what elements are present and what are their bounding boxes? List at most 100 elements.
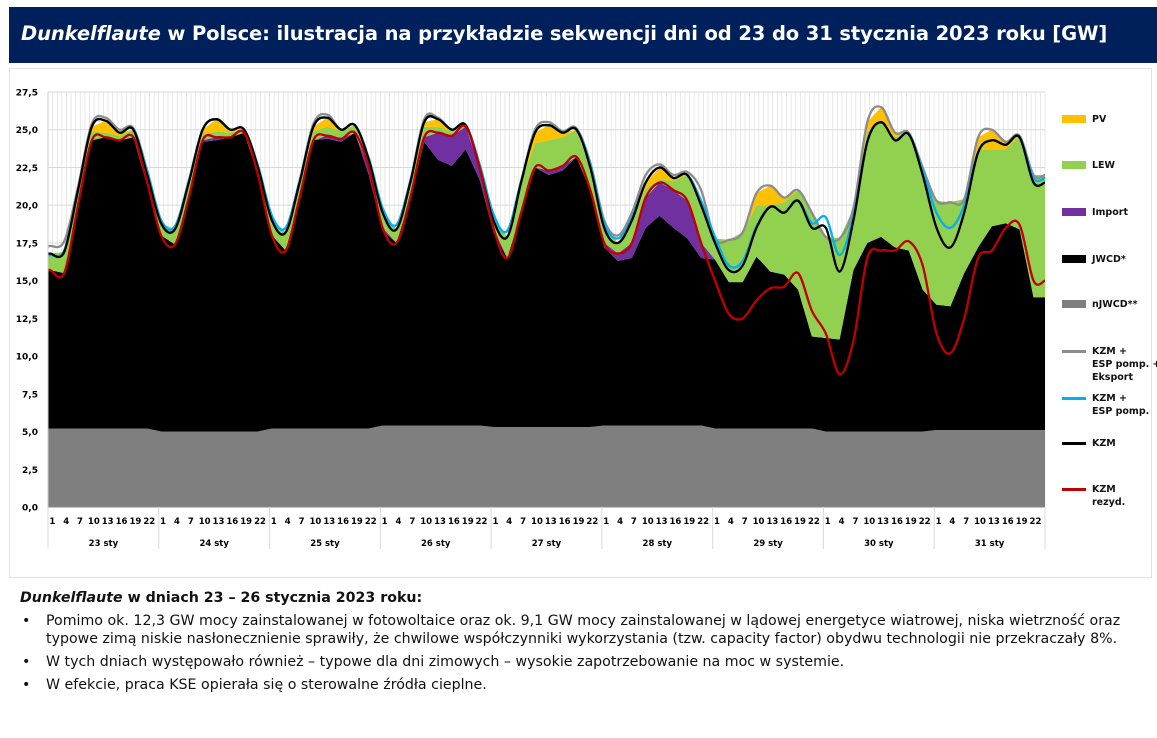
legend-label-line: ESP pomp.: [1092, 406, 1150, 417]
y-tick-label: 0,0: [22, 504, 38, 514]
x-hour-label: 13: [766, 517, 778, 527]
x-hour-label: 1: [603, 517, 609, 527]
x-hour-label: 19: [794, 517, 806, 527]
x-hour-label: 10: [642, 517, 654, 527]
area-lew: [48, 122, 1045, 340]
x-hour-label: 13: [877, 517, 889, 527]
x-hour-label: 22: [808, 517, 820, 527]
y-tick-label: 22,5: [16, 164, 38, 174]
title-italic: Dunkelflaute: [21, 22, 161, 45]
legend-label: KZM + ESP pomp. + Eksport: [1092, 345, 1157, 384]
x-hour-label: 4: [63, 517, 69, 527]
bullet-item: • W efekcie, praca KSE opierała się o ste…: [20, 676, 1140, 694]
legend-label-line: KZM +: [1092, 393, 1127, 404]
bullet-text: Pomimo ok. 12,3 GW mocy zainstalowanej w…: [46, 613, 1121, 647]
legend-swatch: [1062, 255, 1086, 263]
y-tick-label: 2,5: [22, 466, 38, 476]
y-tick-label: 12,5: [16, 315, 38, 325]
legend-label-line: PV: [1092, 114, 1107, 125]
bullet-item: • Pomimo ok. 12,3 GW mocy zainstalowanej …: [20, 612, 1140, 648]
x-hour-label: 13: [102, 517, 114, 527]
x-hour-label: 22: [919, 517, 931, 527]
x-day-label: 28 sty: [643, 539, 673, 549]
x-hour-label: 10: [531, 517, 543, 527]
x-hour-label: 7: [520, 517, 526, 527]
x-hour-label: 13: [213, 517, 225, 527]
x-day-label: 31 sty: [975, 539, 1005, 549]
x-hour-label: 7: [299, 517, 305, 527]
chart: 0,0 2,5 5,0 7,5 10,0 12,5 15,0 17,5 20,0 22,5 25,0…: [16, 89, 1046, 549]
x-hour-label: 4: [506, 517, 512, 527]
x-hour-label: 22: [697, 517, 709, 527]
x-hour-label: 16: [891, 517, 903, 527]
y-tick-label: 5,0: [22, 428, 38, 438]
x-hour-label: 16: [1002, 517, 1014, 527]
x-hour-label: 19: [240, 517, 252, 527]
x-hour-label: 7: [963, 517, 969, 527]
x-hour-label: 1: [825, 517, 831, 527]
legend-swatch: [1062, 442, 1086, 445]
x-hour-label: 16: [780, 517, 792, 527]
x-hour-label: 13: [656, 517, 668, 527]
x-hour-label: 1: [271, 517, 277, 527]
x-hour-label: 16: [337, 517, 349, 527]
x-hour-label: 1: [492, 517, 498, 527]
x-hour-label: 7: [77, 517, 83, 527]
x-hour-label: 13: [323, 517, 335, 527]
legend-label: KZM: [1092, 437, 1116, 450]
x-hour-label: 13: [545, 517, 557, 527]
x-hour-label: 10: [420, 517, 432, 527]
legend-swatch: [1062, 397, 1086, 400]
line-kzm-rezyd: [46, 124, 1046, 376]
x-hour-label: 4: [728, 517, 734, 527]
y-tick-label: 7,5: [22, 390, 38, 400]
bullet-dot: •: [22, 677, 31, 693]
x-day-label: 24 sty: [199, 539, 229, 549]
legend-swatch: [1062, 300, 1086, 308]
legend-label-line: JWCD*: [1092, 254, 1126, 265]
x-day-label: 29 sty: [753, 539, 783, 549]
legend-label: JWCD*: [1092, 253, 1126, 266]
x-hour-label: 19: [573, 517, 585, 527]
x-hour-label: 19: [905, 517, 917, 527]
x-hour-label: 7: [852, 517, 858, 527]
area-pv: [48, 107, 1045, 254]
x-hour-label: 4: [396, 517, 402, 527]
x-hour-label: 19: [462, 517, 474, 527]
x-hour-label: 13: [434, 517, 446, 527]
x-hour-label: 1: [714, 517, 720, 527]
legend-label: KZM rezyd.: [1092, 483, 1125, 509]
x-hour-label: 1: [382, 517, 388, 527]
x-hour-label: 1: [160, 517, 166, 527]
x-day-label: 25 sty: [310, 539, 340, 549]
bullet-text: W tych dniach występowało również – typo…: [46, 654, 845, 670]
y-tick-label: 20,0: [16, 202, 38, 212]
x-hour-label: 7: [742, 517, 748, 527]
notes-heading: Dunkelflaute w dniach 23 – 26 stycznia 2…: [20, 589, 1140, 607]
y-tick-label: 27,5: [16, 89, 38, 99]
x-hour-label: 4: [617, 517, 623, 527]
x-hour-label: 4: [174, 517, 180, 527]
legend-label-line: nJWCD**: [1092, 299, 1138, 310]
x-hour-label: 4: [285, 517, 291, 527]
x-hour-label: 10: [199, 517, 211, 527]
bullet-dot: •: [22, 654, 31, 670]
y-tick-label: 15,0: [16, 277, 38, 287]
y-tick-label: 17,5: [16, 239, 38, 249]
legend-label-line: Eksport: [1092, 372, 1134, 383]
legend-label-line: LEW: [1092, 160, 1116, 171]
x-hour-label: 7: [631, 517, 637, 527]
x-day-label: 30 sty: [864, 539, 894, 549]
legend-swatch: [1062, 208, 1086, 216]
page-title: Dunkelflaute w Polsce: ilustracja na prz…: [21, 22, 1107, 45]
x-hour-label: 19: [1016, 517, 1028, 527]
chart-frame: [9, 68, 1152, 578]
x-hour-label: 22: [476, 517, 488, 527]
legend-label-line: ESP pomp. +: [1092, 359, 1157, 370]
area-njwcd: [48, 425, 1045, 507]
legend-label: nJWCD**: [1092, 298, 1138, 311]
x-hour-label: 10: [753, 517, 765, 527]
x-hour-label: 16: [226, 517, 238, 527]
y-tick-label: 25,0: [16, 126, 38, 136]
bullet-text: W efekcie, praca KSE opierała się o ster…: [46, 677, 487, 693]
